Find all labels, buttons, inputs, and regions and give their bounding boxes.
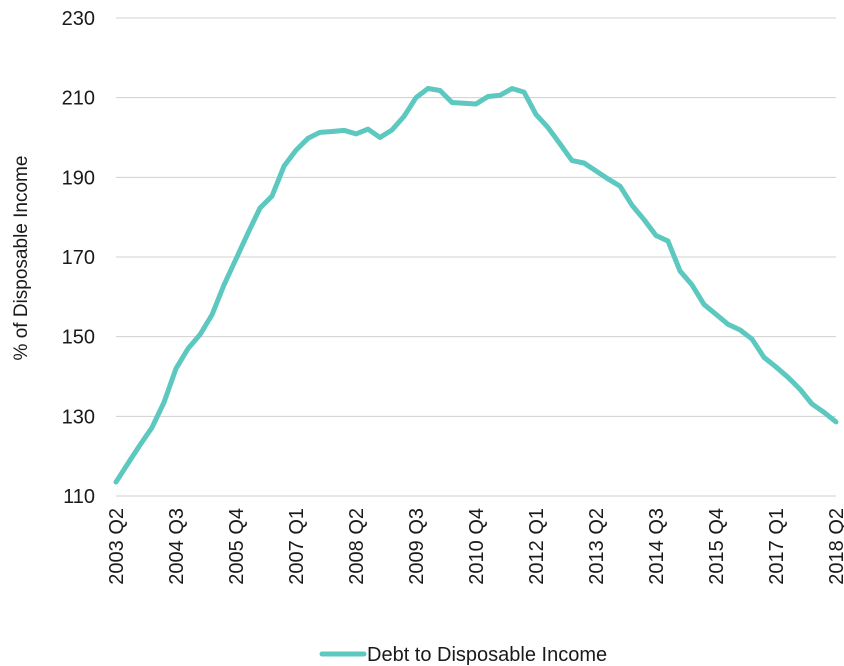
x-tick-label-2012-q1: 2012 Q1 — [526, 508, 548, 585]
x-tick-label-2003-q2: 2003 Q2 — [106, 508, 128, 585]
y-tick-label-210: 210 — [62, 88, 95, 110]
x-tick-label-2014-q3: 2014 Q3 — [646, 508, 668, 585]
x-tick-label-2005-q4: 2005 Q4 — [226, 508, 248, 585]
x-tick-label-2004-q3: 2004 Q3 — [166, 508, 188, 585]
legend-label-debt-to-disposable-income: Debt to Disposable Income — [367, 644, 607, 666]
gridlines — [116, 17, 836, 497]
x-tick-label-2008-q2: 2008 Q2 — [346, 508, 368, 585]
y-axis-title: % of Disposable Income — [11, 156, 32, 361]
x-tick-label-2009-q3: 2009 Q3 — [406, 508, 428, 585]
x-tick-label-2010-q4: 2010 Q4 — [466, 508, 488, 585]
x-tick-label-2017-q1: 2017 Q1 — [766, 508, 788, 585]
y-tick-label-230: 230 — [62, 8, 95, 30]
legend: Debt to Disposable Income — [319, 644, 607, 666]
series-line-debt-to-disposable-income — [113, 86, 839, 485]
x-tick-label-2007-q1: 2007 Q1 — [286, 508, 308, 585]
y-tick-label-170: 170 — [62, 247, 95, 269]
x-tick-label-2013-q2: 2013 Q2 — [586, 508, 608, 585]
x-axis-ticks: 2003 Q2 2004 Q3 2005 Q4 2007 Q1 2008 Q2 2009 … — [106, 508, 844, 585]
y-axis-ticks: 110 130 150 170 190 210 230 — [62, 8, 95, 508]
y-tick-label-110: 110 — [63, 486, 95, 508]
series-layer — [113, 86, 839, 485]
x-tick-label-2018-q2: 2018 Q2 — [826, 508, 844, 585]
y-tick-label-130: 130 — [62, 406, 95, 428]
y-tick-label-150: 150 — [62, 327, 95, 349]
y-tick-label-190: 190 — [62, 167, 95, 189]
x-tick-label-2015-q4: 2015 Q4 — [706, 508, 728, 585]
